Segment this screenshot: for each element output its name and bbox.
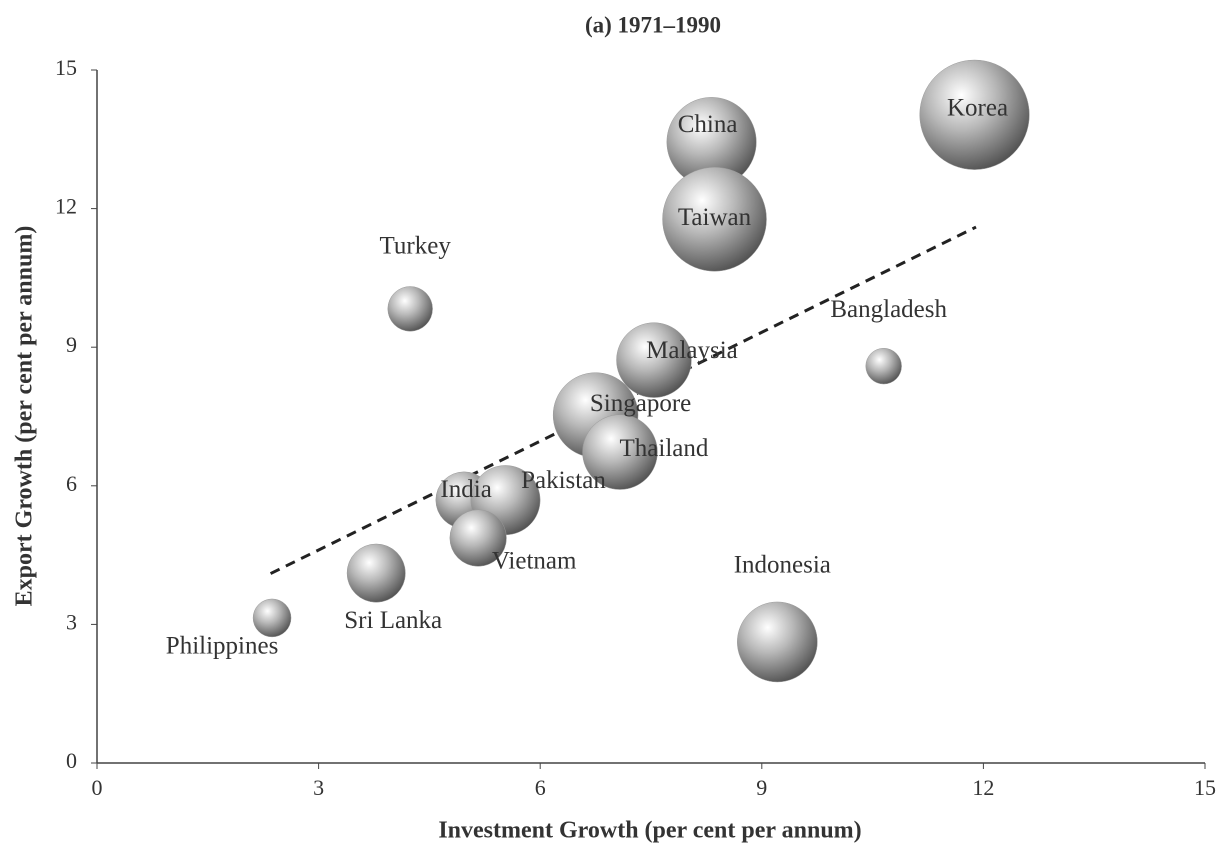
bubble-label: Indonesia	[734, 552, 831, 579]
bubble-label: Turkey	[380, 233, 452, 260]
bubble	[449, 509, 507, 567]
y-tick-label: 6	[66, 471, 77, 496]
bubble	[865, 348, 902, 385]
bubble-label: Korea	[947, 95, 1008, 122]
bubble	[662, 167, 767, 272]
bubble-label: Vietnam	[492, 548, 577, 575]
bubble-label: Philippines	[166, 633, 279, 660]
x-tick-label: 3	[313, 775, 324, 800]
y-tick-label: 15	[55, 55, 77, 80]
y-tick-label: 0	[66, 748, 77, 773]
x-tick-label: 0	[92, 775, 103, 800]
bubble	[387, 286, 433, 332]
y-tick-label: 9	[66, 332, 77, 357]
bubble	[737, 601, 818, 683]
bubble	[346, 543, 406, 603]
x-tick-label: 6	[535, 775, 546, 800]
x-axis-label: Investment Growth (per cent per annum)	[438, 818, 861, 844]
bubble	[582, 414, 658, 490]
bubble-label: Taiwan	[678, 204, 752, 231]
bubble-label: India	[440, 476, 491, 503]
y-axis-label: Export Growth (per cent per annum)	[12, 226, 38, 607]
bubble-label: Sri Lanka	[344, 607, 442, 634]
bubble	[919, 59, 1030, 170]
x-tick-label: 9	[756, 775, 767, 800]
y-tick-label: 12	[55, 194, 77, 219]
bubble-label: China	[678, 111, 738, 138]
chart-title: (a) 1971–1990	[585, 12, 721, 37]
bubble-label: Bangladesh	[830, 296, 947, 323]
x-tick-label: 15	[1194, 775, 1216, 800]
bubble-label: Singapore	[590, 390, 691, 417]
x-tick-label: 12	[972, 775, 994, 800]
bubble-label: Thailand	[620, 435, 709, 462]
bubble-label: Pakistan	[521, 467, 606, 494]
bubble-label: Malaysia	[646, 337, 738, 364]
y-tick-label: 3	[66, 609, 77, 634]
bubble	[616, 322, 692, 398]
bubble	[252, 598, 292, 638]
